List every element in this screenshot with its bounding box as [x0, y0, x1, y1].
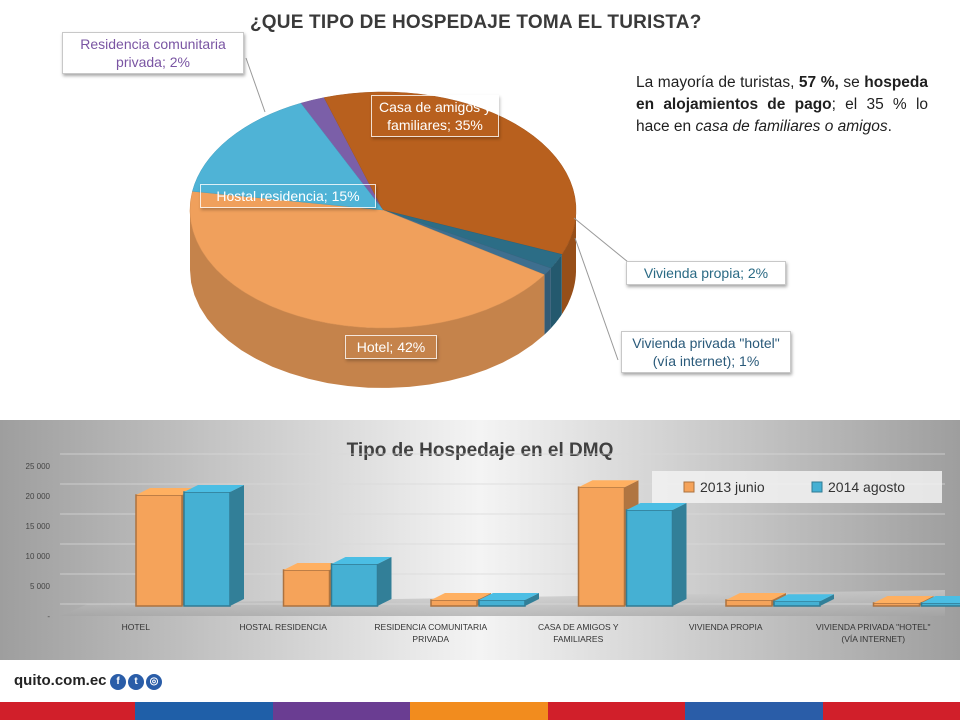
pie-slice-side — [190, 210, 545, 388]
slice-label-hostal: Hostal residencia; 15% — [200, 184, 376, 208]
legend-swatch — [683, 481, 695, 493]
bar — [330, 563, 379, 607]
x-tick-label: RESIDENCIA COMUNITARIA — [374, 622, 487, 632]
y-tick-label: 10 000 — [26, 552, 51, 561]
bar — [872, 602, 921, 607]
footer-stripe — [823, 702, 960, 720]
legend-label: 2014 agosto — [828, 479, 905, 495]
bar-side — [230, 485, 244, 606]
legend: 2013 junio 2014 agosto — [652, 471, 942, 503]
footer-stripe — [135, 702, 273, 720]
x-tick-label: VIVIENDA PROPIA — [689, 622, 763, 632]
instagram-icon[interactable]: ◎ — [146, 674, 162, 690]
note-text: ; el 35 % lo hace en — [636, 96, 929, 135]
y-tick-label: 20 000 — [26, 492, 51, 501]
bar-top — [283, 563, 344, 570]
twitter-icon[interactable]: t — [128, 674, 144, 690]
footer-stripe — [548, 702, 685, 720]
bar-top — [774, 594, 834, 602]
bar-side — [377, 557, 392, 606]
note-text: La mayoría de turistas, — [636, 74, 799, 91]
note-text: . — [887, 118, 892, 135]
pie-title: ¿QUE TIPO DE HOSPEDAJE TOMA EL TURISTA? — [250, 12, 702, 33]
leader-line-vivienda-propia — [573, 217, 629, 263]
bar-top — [873, 596, 934, 603]
bar-chart-title: Tipo de Hospedaje en el DMQ — [347, 440, 614, 461]
bar-side — [820, 594, 834, 606]
note-bold: hospeda en alojamientos de pago — [636, 74, 928, 113]
pie-slice-side — [544, 268, 551, 335]
bar-top — [431, 593, 491, 600]
bar — [282, 569, 331, 607]
slice-label-vivienda-propia: Vivienda propia; 2% — [626, 261, 786, 285]
bar-top — [921, 596, 960, 603]
footer-stripe — [273, 702, 410, 720]
legend-box — [652, 471, 942, 503]
leader-line-residencia — [245, 57, 266, 113]
note-text: se — [838, 74, 865, 91]
x-tick-label: PRIVADA — [412, 634, 449, 644]
bar — [135, 494, 183, 607]
legend-swatch — [811, 481, 823, 493]
slice-label-hotel: Hotel; 42% — [345, 335, 437, 359]
facebook-icon[interactable]: f — [110, 674, 126, 690]
bar — [625, 509, 674, 607]
leader-line-vivienda-privada — [574, 237, 619, 361]
footer-stripe — [685, 702, 823, 720]
bar-top — [331, 557, 392, 564]
slice-label-vivienda-privada: Vivienda privada "hotel" (vía internet);… — [621, 331, 791, 373]
note-italic: casa de familiares o amigos — [695, 118, 888, 135]
x-tick-label: HOSTAL RESIDENCIA — [240, 622, 328, 632]
footer-stripe — [0, 702, 135, 720]
bar-top — [726, 593, 786, 600]
slice-label-casa: Casa de amigos y familiares; 35% — [371, 95, 499, 137]
pie-slice — [323, 91, 577, 255]
bar-top — [184, 485, 244, 492]
footer-stripe — [410, 702, 548, 720]
pie-slice — [189, 191, 545, 329]
bar — [430, 599, 478, 607]
bar-top — [578, 480, 639, 488]
bar — [773, 600, 821, 607]
bar-side — [525, 593, 539, 606]
bar-top — [626, 503, 687, 510]
x-tick-label: (VÍA INTERNET) — [841, 634, 905, 644]
bar — [725, 599, 773, 607]
legend-label: 2013 junio — [700, 479, 765, 495]
bar — [920, 602, 960, 607]
bar-top — [136, 488, 196, 495]
bar — [577, 486, 626, 607]
x-tick-label: CASA DE AMIGOS Y — [538, 622, 619, 632]
x-tick-label: FAMILIARES — [553, 634, 603, 644]
bar-top — [479, 593, 539, 600]
x-tick-label: VIVIENDA PRIVADA "HOTEL" — [816, 622, 931, 632]
bar — [183, 491, 231, 607]
y-tick-label: - — [47, 612, 50, 621]
slice-label-residencia: Residencia comunitaria privada; 2% — [62, 32, 244, 74]
note-bold: 57 %, — [798, 74, 839, 91]
pie-slice-side — [550, 254, 562, 329]
pie-slice — [192, 102, 384, 211]
summary-note: La mayoría de turistas, 57 %, se hospeda… — [636, 72, 928, 138]
site-logo[interactable]: quito.com.ec — [14, 672, 107, 689]
bar — [478, 599, 526, 607]
y-tick-label: 15 000 — [26, 522, 51, 531]
pie-slice-side — [561, 210, 576, 315]
x-tick-label: HOTEL — [122, 622, 151, 632]
bar-side — [672, 503, 687, 606]
y-tick-label: 5 000 — [30, 582, 51, 591]
y-tick-label: 25 000 — [26, 462, 51, 471]
